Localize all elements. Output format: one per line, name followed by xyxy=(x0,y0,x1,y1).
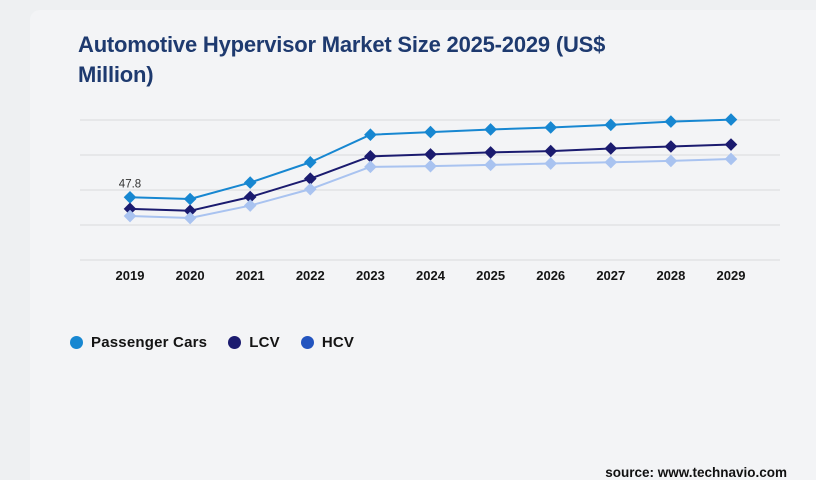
data-point-label: 47.8 xyxy=(119,178,141,190)
data-point-lcv xyxy=(604,142,618,155)
line-chart-canvas: 2019 2020 2021 2022 2023 2024 2025 2026 2027 2028… xyxy=(80,113,780,283)
data-point-lcv xyxy=(664,140,678,153)
data-point-lcv xyxy=(724,138,738,151)
x-tick-label: 2022 xyxy=(296,268,325,283)
x-tick-label: 2024 xyxy=(416,268,446,283)
x-tick-label: 2027 xyxy=(596,268,625,283)
data-point-hcv xyxy=(664,154,678,168)
legend-label: HCV xyxy=(321,334,355,351)
data-point-hcv xyxy=(604,155,618,169)
chart-card: Automotive Hypervisor Market Size 2025-2… xyxy=(30,10,816,480)
legend-label: Passenger Cars xyxy=(91,334,208,351)
data-point-hcv xyxy=(484,158,497,172)
data-point-lcv xyxy=(424,148,437,161)
data-point-passenger-cars xyxy=(664,115,678,128)
x-tick-label: 2019 xyxy=(116,268,145,283)
x-tick-label: 2025 xyxy=(476,268,505,283)
line-chart: 2019 2020 2021 2022 2023 2024 2025 2026 2027 2028… xyxy=(30,105,816,295)
x-tick-label: 2020 xyxy=(176,268,205,283)
data-point-lcv xyxy=(304,172,317,185)
data-point-lcv xyxy=(484,146,497,159)
x-tick-label: 2021 xyxy=(236,268,265,283)
data-point-hcv xyxy=(364,160,377,174)
data-point-passenger-cars xyxy=(484,123,497,136)
data-point-lcv xyxy=(123,202,137,216)
data-point-passenger-cars xyxy=(724,113,738,126)
legend: Passenger Cars LCV HCV xyxy=(70,334,354,351)
x-tick-label: 2028 xyxy=(656,268,685,283)
legend-dot-icon xyxy=(70,336,83,349)
data-point-hcv xyxy=(424,159,437,173)
chart-title-line-2: Million) xyxy=(78,62,154,87)
data-point-lcv xyxy=(183,204,197,218)
legend-label: LCV xyxy=(249,334,280,351)
x-tick-label: 2029 xyxy=(717,268,746,283)
data-point-passenger-cars xyxy=(364,128,377,141)
data-point-passenger-cars xyxy=(183,192,197,206)
data-point-passenger-cars xyxy=(604,118,618,132)
legend-item-lcv: LCV xyxy=(228,334,280,351)
source-attribution: source: www.technavio.com xyxy=(605,465,787,480)
data-point-hcv xyxy=(183,211,197,225)
legend-dot-icon xyxy=(228,336,242,349)
data-point-passenger-cars xyxy=(243,176,257,189)
data-point-passenger-cars xyxy=(424,125,437,139)
chart-title-line-1: Automotive Hypervisor Market Size 2025-2… xyxy=(78,32,606,57)
data-point-hcv xyxy=(304,182,317,196)
data-point-passenger-cars xyxy=(123,190,137,204)
data-point-hcv xyxy=(123,209,137,223)
chart-title: Automotive Hypervisor Market Size 2025-2… xyxy=(78,30,605,90)
x-tick-label: 2026 xyxy=(536,268,565,283)
data-point-passenger-cars xyxy=(304,155,317,169)
data-point-lcv xyxy=(243,190,257,204)
data-point-lcv xyxy=(544,144,557,158)
data-point-hcv xyxy=(544,157,557,170)
legend-item-passenger-cars: Passenger Cars xyxy=(70,334,207,351)
data-point-passenger-cars xyxy=(544,121,557,134)
data-point-hcv xyxy=(243,199,257,212)
legend-dot-icon xyxy=(300,336,314,349)
x-tick-label: 2023 xyxy=(356,268,385,283)
legend-item-hcv: HCV xyxy=(300,334,355,351)
data-point-hcv xyxy=(724,152,738,166)
